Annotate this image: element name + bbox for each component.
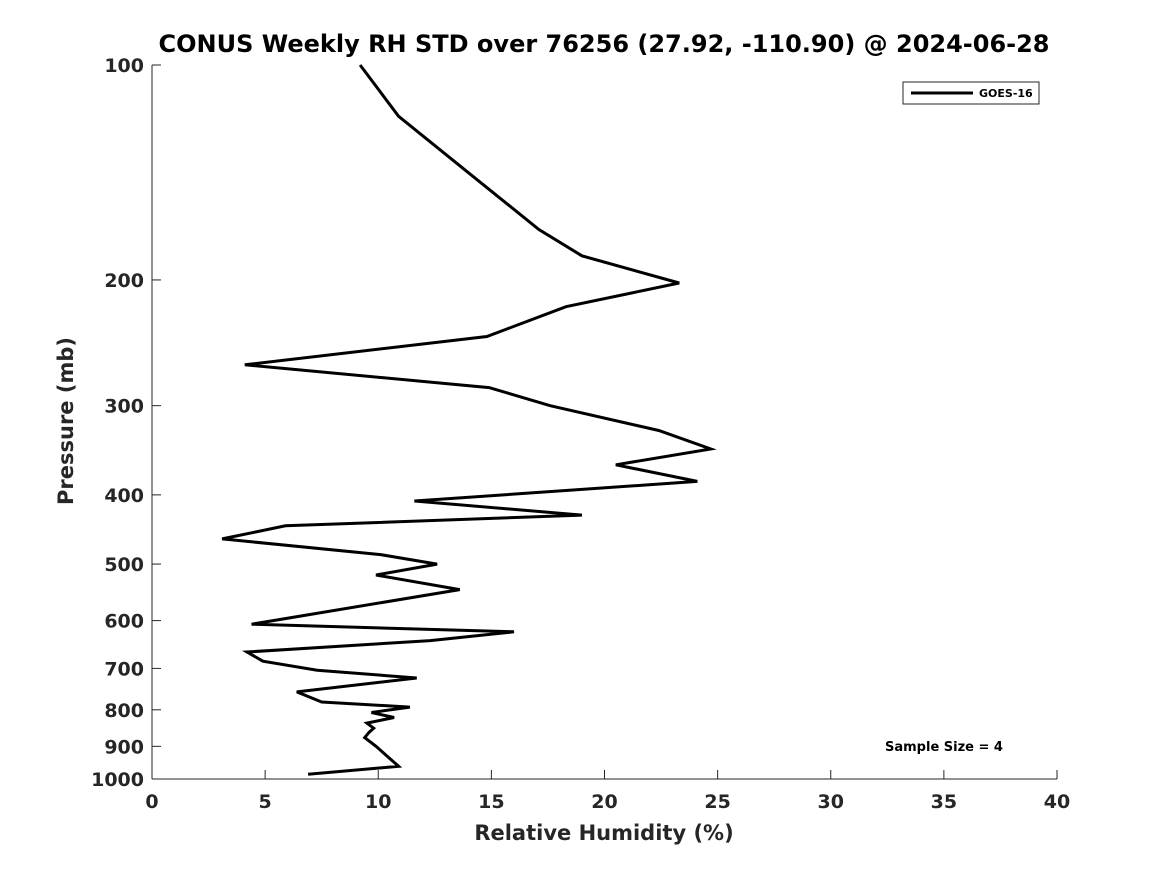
- x-tick-label: 40: [1044, 791, 1070, 813]
- series-layer: [221, 64, 717, 776]
- legend: GOES-16: [902, 81, 1040, 105]
- y-tick-label: 400: [104, 485, 144, 507]
- y-tick-label: 500: [104, 554, 144, 576]
- x-tick-label: 25: [704, 791, 730, 813]
- y-tick-label: 600: [104, 611, 144, 633]
- chart-title: CONUS Weekly RH STD over 76256 (27.92, -…: [158, 30, 1049, 58]
- series-line-goes-16: [221, 64, 717, 776]
- y-tick-label: 900: [104, 736, 144, 758]
- x-tick-label: 35: [931, 791, 957, 813]
- y-tick-label: 700: [104, 658, 144, 680]
- y-tick-label: 300: [104, 396, 144, 418]
- x-tick-label: 5: [259, 791, 272, 813]
- x-axis-label: Relative Humidity (%): [474, 821, 733, 845]
- x-tick-label: 30: [818, 791, 844, 813]
- plot-axes: 0 5 10 15 20 25 30 35 40 100 200 300 400 500 600 700 800…: [91, 55, 1070, 813]
- y-tick-label: 100: [104, 55, 144, 77]
- x-tick-label: 15: [478, 791, 504, 813]
- y-axis-label: Pressure (mb): [54, 337, 78, 505]
- y-tick-label: 200: [104, 270, 144, 292]
- y-tick-label: 1000: [91, 769, 144, 791]
- legend-label: GOES-16: [979, 87, 1033, 100]
- x-tick-label: 20: [591, 791, 617, 813]
- y-tick-label: 800: [104, 700, 144, 722]
- sample-size-annotation: Sample Size = 4: [885, 740, 1003, 755]
- x-tick-label: 0: [145, 791, 158, 813]
- x-tick-label: 10: [365, 791, 391, 813]
